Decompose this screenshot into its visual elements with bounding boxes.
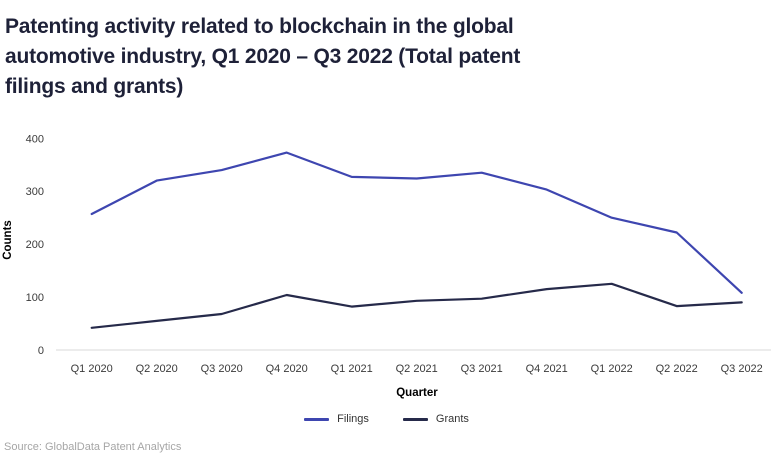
x-tick-label: Q3 2020 (201, 363, 243, 375)
y-tick-label: 200 (26, 239, 44, 251)
y-tick-label: 400 (26, 133, 44, 145)
filings-line-swatch (304, 417, 330, 421)
grants-line-swatch (402, 417, 428, 421)
source-text: Source: GlobalData Patent Analytics (4, 441, 182, 453)
y-tick-label: 0 (38, 345, 44, 357)
legend-item-grants: Grants (402, 413, 469, 425)
chart-title-line-3: filings and grants) (5, 75, 184, 98)
x-axis-title: Quarter (396, 387, 438, 399)
series-line-grants (90, 282, 743, 329)
x-tick-label: Q4 2020 (266, 363, 308, 375)
x-axis-ticks: Q1 2020 Q2 2020 Q3 2020 Q4 2020 Q1 2021 Q2 20… (71, 363, 763, 375)
y-tick-label: 100 (26, 292, 44, 304)
legend-item-filings: Filings (304, 413, 369, 425)
x-tick-label: Q1 2021 (331, 363, 373, 375)
y-axis-ticks: 0 100 200 300 400 (26, 133, 44, 357)
y-tick-label: 300 (26, 186, 44, 198)
legend-label-grants: Grants (435, 413, 469, 425)
chart-legend: Filings Grants (0, 413, 773, 425)
x-tick-label: Q2 2020 (136, 363, 178, 375)
series-line-filings (90, 151, 743, 294)
y-axis-title: Counts (2, 220, 14, 260)
x-tick-label: Q1 2022 (591, 363, 633, 375)
x-tick-label: Q2 2021 (396, 363, 438, 375)
chart-title-line-1: Patenting activity related to blockchain… (5, 15, 514, 38)
x-tick-label: Q3 2022 (721, 363, 763, 375)
chart-title-line-2: automotive industry, Q1 2020 – Q3 2022 (… (5, 45, 521, 68)
x-tick-label: Q3 2021 (461, 363, 503, 375)
x-tick-label: Q1 2020 (71, 363, 113, 375)
chart-title: Patenting activity related to blockchain… (5, 12, 520, 102)
series-lines (90, 151, 743, 329)
x-tick-label: Q4 2021 (526, 363, 568, 375)
x-tick-label: Q2 2022 (656, 363, 698, 375)
legend-label-filings: Filings (337, 413, 369, 425)
